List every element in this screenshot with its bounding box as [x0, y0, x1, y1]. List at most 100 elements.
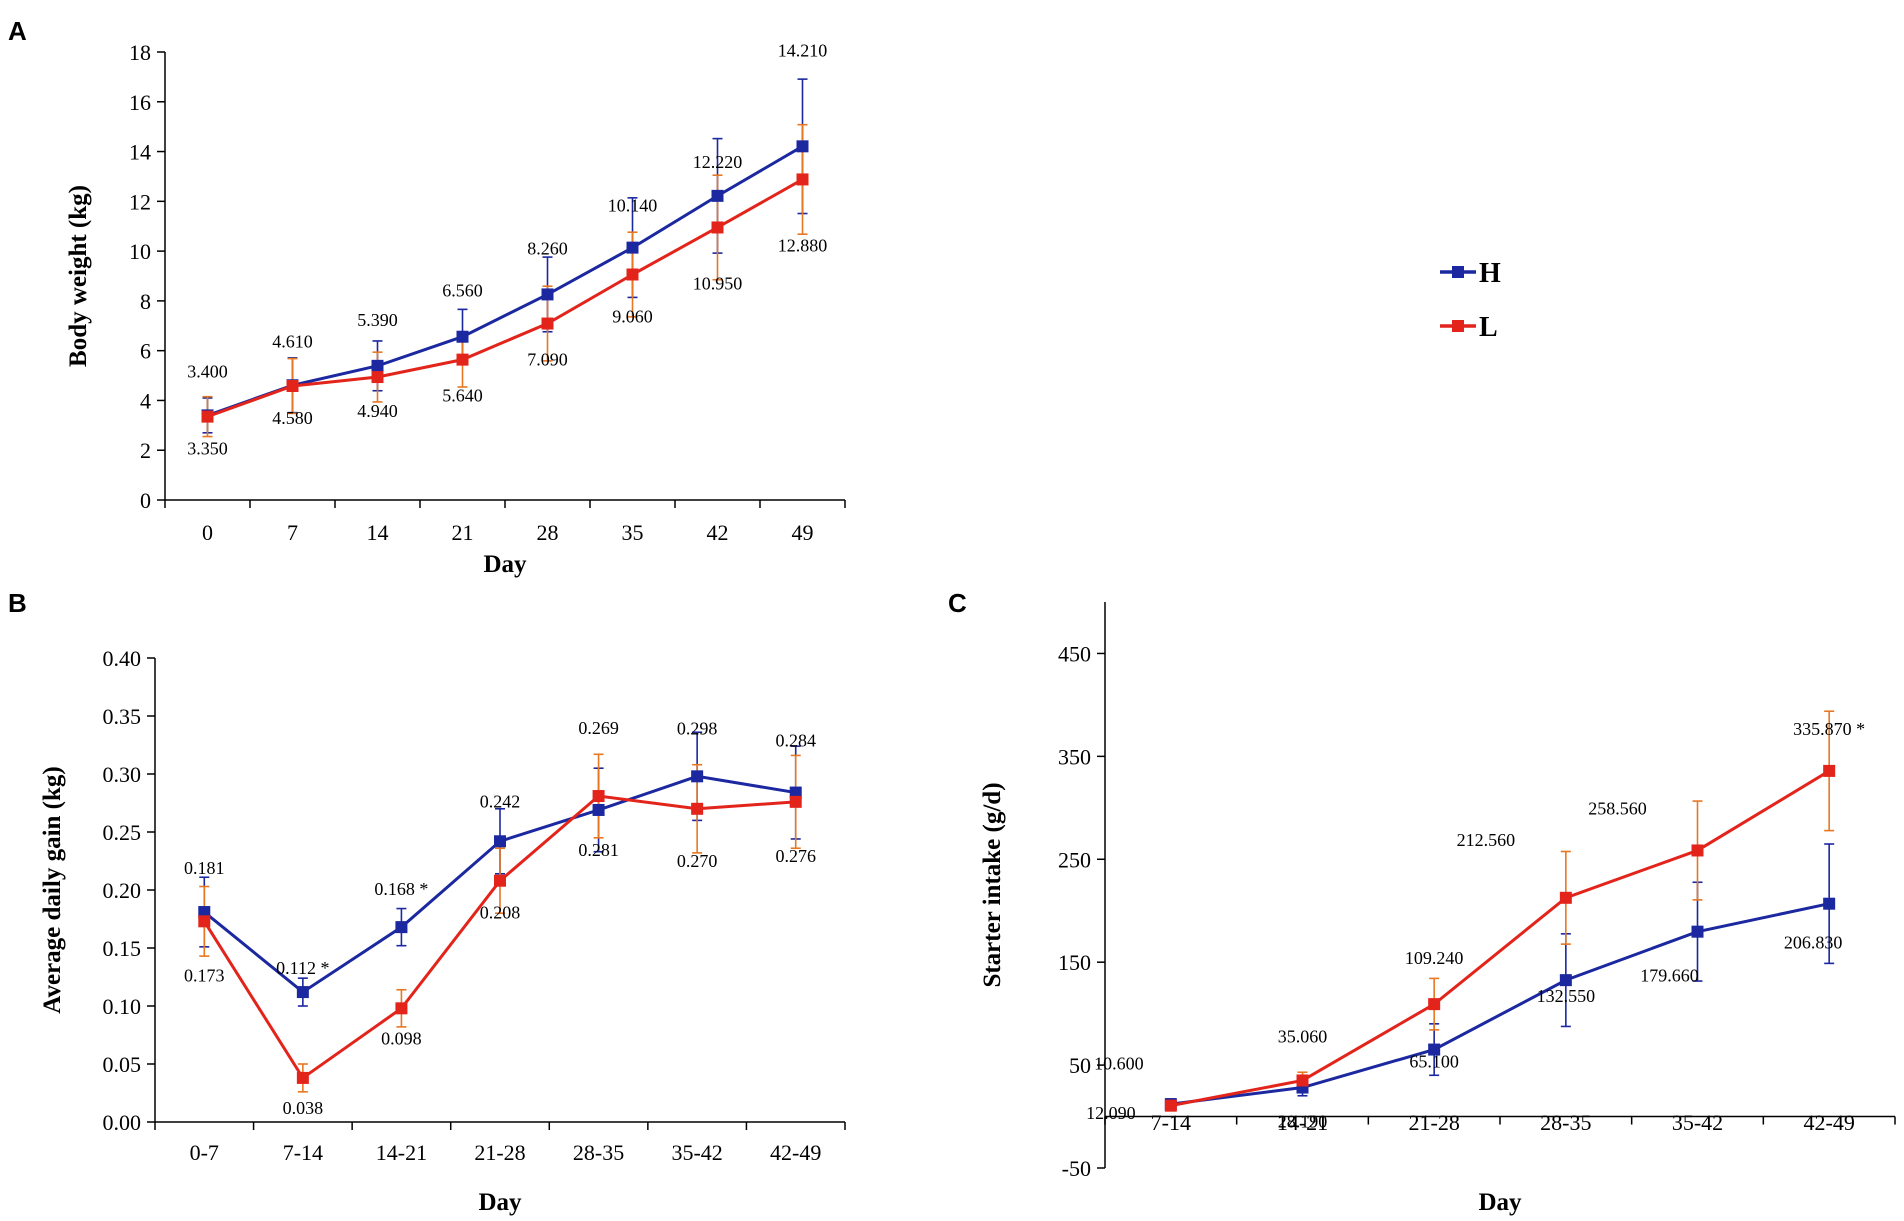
chart-a-point-h [371, 359, 384, 372]
legend-label-l: L [1479, 312, 1498, 343]
chart-b-point-h [198, 906, 211, 919]
chart-a-data-label-h: 10.140 [608, 196, 658, 216]
panel-letter-a: A [8, 16, 27, 46]
chart-a-x-tick-label: 42 [707, 520, 729, 545]
chart-b-point-l [691, 802, 704, 815]
chart-a-data-label-l: 4.940 [357, 401, 398, 421]
chart-a-data-label-l: 5.640 [442, 386, 483, 406]
chart-c-y-tick-label: 250 [1058, 847, 1091, 872]
chart-a-data-label-l: 9.060 [612, 307, 653, 327]
chart-a-point-h [626, 241, 639, 254]
chart-c-point-l [1691, 844, 1704, 857]
chart-b-point-h [494, 835, 506, 848]
chart-a-point-l [711, 221, 724, 234]
chart-c-data-label-h: 28.190 [1278, 1112, 1328, 1132]
chart-b-y-tick-label: 0.15 [103, 936, 142, 961]
chart-b-x-tick-label: 28-35 [573, 1140, 624, 1165]
chart-c-x-tick-label: 14-21 [1277, 1110, 1328, 1135]
chart-b-y-tick-label: 0.05 [103, 1052, 142, 1077]
chart-c-data-label-h: 206.830 [1784, 933, 1843, 953]
chart-b-x-tick-label: 21-28 [474, 1140, 525, 1165]
chart-a-x-tick-label: 49 [792, 520, 814, 545]
chart-b-y-tick-label: 0.00 [103, 1110, 142, 1135]
panel-letter-c: C [948, 588, 967, 618]
chart-a-point-l [796, 173, 809, 186]
chart-c-data-label-l: 258.560 [1588, 798, 1647, 818]
chart-a-y-tick-label: 6 [140, 339, 151, 364]
chart-b-data-label-h: 0.298 [677, 718, 718, 738]
chart-b-data-label-h: 0.181 [184, 858, 225, 878]
legend-marker-l [1452, 320, 1464, 332]
chart-b-y-tick-label: 0.35 [103, 704, 142, 729]
chart-a-point-h [541, 288, 554, 301]
legend-label-h: H [1479, 258, 1501, 289]
chart-c-point-l [1823, 764, 1836, 777]
chart-starter-intake: -50 50 150 250 350 450 7-14 14-21 21-28 28-35 35-4… [979, 602, 1896, 1216]
legend-item-h: H [1440, 258, 1501, 289]
chart-a-data-label-h: 14.210 [778, 40, 828, 60]
chart-a-y-tick-label: 14 [129, 140, 151, 165]
chart-c-point-h [1691, 925, 1704, 938]
chart-a-x-axis-title: Day [483, 551, 527, 578]
chart-b-x-tick-label: 14-21 [376, 1140, 427, 1165]
chart-b-data-label-l: 0.098 [381, 1028, 422, 1048]
chart-c-data-label-h: 12.090 [1086, 1103, 1136, 1123]
chart-c-x-tick-label: 21-28 [1409, 1110, 1460, 1135]
chart-a-data-label-h: 12.220 [693, 152, 743, 172]
chart-a-point-l [456, 353, 469, 366]
legend-marker-h [1452, 266, 1464, 278]
chart-c-series-line-l [1170, 769, 1830, 1108]
chart-b-data-label-l: 0.038 [283, 1098, 324, 1118]
chart-c-data-label-h: 179.660 [1640, 966, 1699, 986]
chart-c-point-l [1296, 1074, 1309, 1087]
chart-a-data-label-h: 6.560 [442, 281, 483, 301]
chart-c-data-label-l: 35.060 [1278, 1026, 1328, 1046]
chart-a-point-l [201, 410, 214, 423]
chart-a-data-label-l: 3.350 [187, 439, 228, 459]
chart-c-data-label-h: 65.100 [1409, 1052, 1459, 1072]
chart-b-x-tick-label: 0-7 [190, 1140, 219, 1165]
chart-a-point-h [456, 330, 469, 343]
chart-a-x-tick-label: 14 [367, 520, 389, 545]
chart-c-data-label-l: 10.600 [1094, 1054, 1144, 1074]
legend: H L [1440, 258, 1501, 343]
chart-b-point-h [691, 770, 704, 783]
chart-average-daily-gain: 0.00 0.05 0.10 0.15 0.20 0.25 0.30 0.35 0.40 0-7 7… [39, 646, 846, 1216]
chart-b-data-label-l: 0.276 [775, 846, 816, 866]
chart-a-point-l [626, 268, 639, 281]
chart-b-point-l [494, 874, 506, 887]
chart-c-point-h [1823, 897, 1836, 910]
chart-b-y-axis-title: Average daily gain (kg) [39, 766, 66, 1013]
chart-b-point-l [296, 1071, 309, 1084]
chart-a-x-tick-label: 35 [622, 520, 644, 545]
chart-a-x-tick-label: 0 [202, 520, 213, 545]
chart-a-point-h [796, 140, 809, 153]
chart-c-point-l [1164, 1099, 1177, 1112]
chart-b-point-l [198, 915, 211, 928]
chart-c-point-h [1559, 974, 1572, 987]
chart-b-point-l [592, 790, 605, 803]
chart-a-point-l [371, 371, 384, 384]
chart-b-data-label-h: 0.269 [578, 718, 619, 738]
chart-c-y-tick-label: 150 [1058, 950, 1091, 975]
chart-c-data-label-l: 335.870 * [1793, 719, 1865, 739]
chart-body-weight: 0 2 4 6 8 10 12 14 16 18 0 7 14 21 28 35 42 49 Day Body wei… [65, 40, 846, 578]
chart-a-y-tick-label: 12 [129, 189, 151, 214]
chart-a-y-tick-label: 2 [140, 438, 151, 463]
chart-b-data-label-l: 0.208 [480, 903, 521, 923]
chart-a-data-label-l: 4.580 [272, 408, 313, 428]
chart-a-data-label-h: 5.390 [357, 310, 398, 330]
chart-a-y-tick-label: 10 [129, 239, 151, 264]
chart-b-data-label-h: 0.168 * [374, 879, 428, 899]
chart-a-y-tick-label: 4 [140, 388, 151, 413]
chart-b-point-h [296, 986, 309, 999]
chart-a-y-tick-label: 18 [129, 40, 151, 65]
chart-b-point-l [395, 1002, 408, 1015]
chart-a-x-tick-label: 28 [537, 520, 559, 545]
chart-b-y-tick-label: 0.20 [103, 878, 142, 903]
chart-a-y-axis-title: Body weight (kg) [65, 185, 92, 367]
chart-b-point-h [592, 803, 605, 816]
chart-b-data-label-h: 0.112 * [276, 958, 329, 978]
chart-a-point-h [711, 189, 724, 202]
